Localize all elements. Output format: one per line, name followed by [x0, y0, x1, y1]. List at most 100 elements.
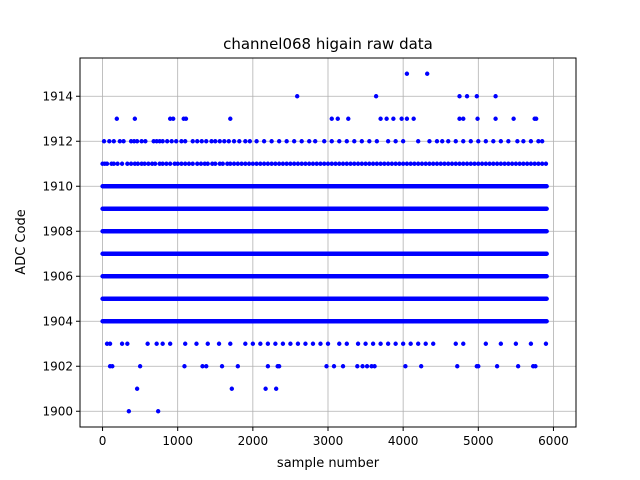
data-point [352, 161, 357, 166]
data-point [415, 139, 421, 144]
data-point [461, 161, 466, 166]
data-point [340, 364, 346, 369]
data-point [231, 161, 237, 166]
data-point [273, 161, 278, 166]
data-point [476, 161, 481, 166]
data-point [216, 341, 222, 346]
data-point [246, 161, 252, 166]
data-point [167, 161, 173, 166]
data-point [472, 161, 477, 166]
data-point [269, 161, 274, 166]
data-point [468, 139, 473, 144]
data-point [479, 161, 485, 166]
data-point [258, 341, 263, 346]
data-point [280, 161, 286, 166]
data-point [135, 161, 141, 166]
data-point [352, 139, 357, 144]
data-point [182, 364, 187, 369]
x-tick-label: 4000 [388, 434, 419, 448]
data-point [431, 341, 436, 346]
data-point [415, 341, 421, 346]
data-point [506, 139, 511, 144]
data-point [137, 364, 143, 369]
data-point [179, 139, 184, 144]
data-point [299, 139, 304, 144]
data-point [160, 161, 165, 166]
data-point [121, 139, 126, 144]
data-point [204, 139, 209, 144]
data-point [325, 341, 331, 346]
data-point [134, 386, 140, 391]
data-point [385, 139, 391, 144]
data-point [199, 139, 204, 144]
data-point [247, 139, 253, 144]
data-point [195, 161, 200, 166]
data-point [169, 139, 174, 144]
data-point [389, 161, 395, 166]
data-point [359, 161, 365, 166]
data-point [528, 139, 534, 144]
data-point [528, 341, 534, 346]
data-point [355, 161, 361, 166]
x-tick-label: 2000 [238, 434, 269, 448]
data-point [367, 139, 372, 144]
data-point [229, 386, 235, 391]
data-point [487, 161, 492, 166]
data-point [329, 116, 334, 121]
data-point [295, 161, 301, 166]
data-point [544, 274, 549, 279]
data-point [373, 94, 379, 99]
data-point [370, 341, 376, 346]
data-point [307, 139, 312, 144]
data-point [164, 139, 170, 144]
data-point [453, 341, 458, 346]
data-point [318, 161, 323, 166]
data-point [125, 341, 130, 346]
data-point [160, 139, 165, 144]
data-point [468, 161, 473, 166]
data-point [423, 161, 428, 166]
data-point [160, 341, 165, 346]
data-point [397, 161, 402, 166]
data-point [442, 161, 447, 166]
data-point [324, 364, 329, 369]
data-point [172, 161, 177, 166]
data-point [313, 139, 318, 144]
y-tick-label: 1914 [42, 89, 73, 103]
data-point [239, 161, 244, 166]
data-point [378, 161, 383, 166]
data-point [399, 116, 404, 121]
data-point [107, 139, 112, 144]
data-point [213, 161, 218, 166]
data-point [483, 139, 489, 144]
data-point [173, 139, 179, 144]
data-point [502, 161, 507, 166]
y-tick-label: 1900 [42, 404, 73, 418]
data-point [318, 341, 323, 346]
y-axis-label: ADC Code [14, 209, 29, 274]
data-point [325, 161, 331, 166]
y-tick-label: 1908 [42, 224, 73, 238]
data-point [202, 161, 207, 166]
data-point [128, 161, 134, 166]
data-point [340, 161, 346, 166]
data-point [412, 161, 417, 166]
data-point [322, 161, 327, 166]
data-point [483, 341, 489, 346]
data-point [513, 341, 519, 346]
data-point [464, 161, 470, 166]
data-point [382, 161, 387, 166]
data-point [408, 341, 413, 346]
data-points [100, 71, 549, 414]
data-point [536, 161, 541, 166]
data-point [423, 341, 428, 346]
data-point [431, 161, 436, 166]
data-point [250, 161, 256, 166]
data-point [107, 341, 113, 346]
data-point [111, 139, 117, 144]
data-point [295, 341, 301, 346]
data-point [205, 161, 210, 166]
data-point [254, 161, 259, 166]
data-point [261, 161, 267, 166]
data-point [291, 139, 297, 144]
